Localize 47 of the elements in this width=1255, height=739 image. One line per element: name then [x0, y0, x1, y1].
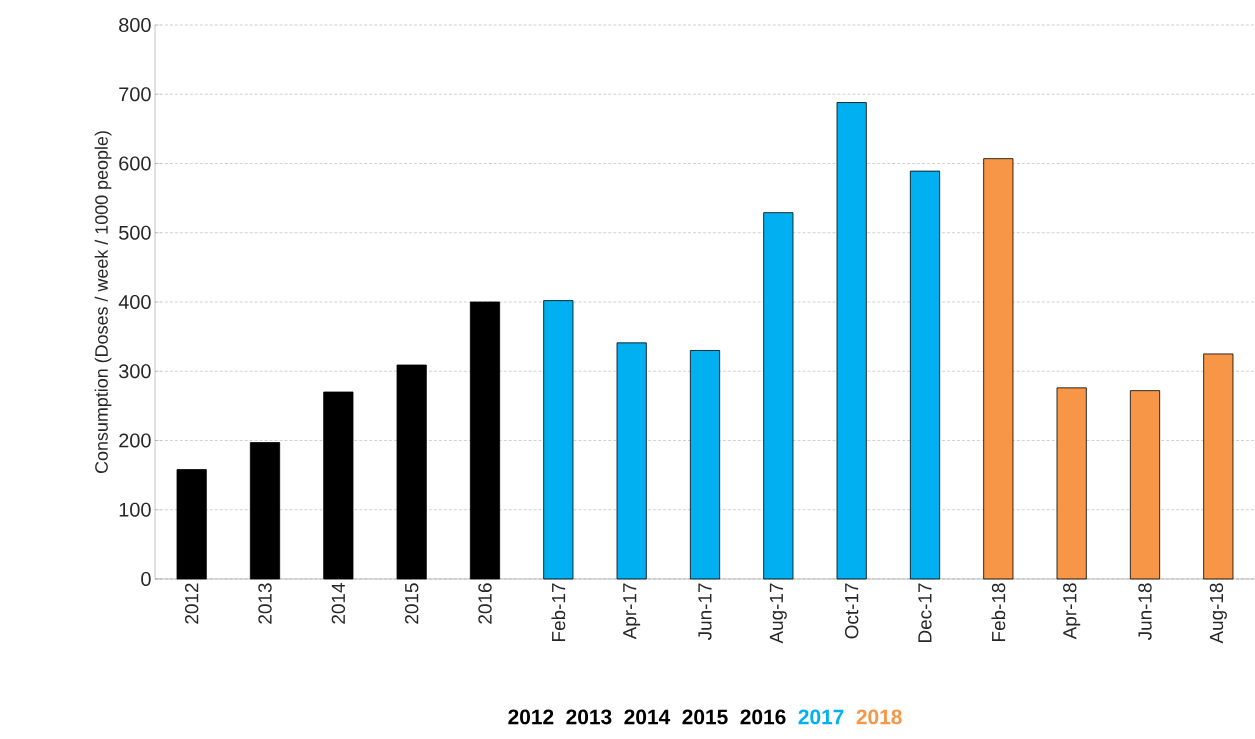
- x-tick-label: 2015: [404, 583, 419, 624]
- y-tick-label: 100: [119, 502, 151, 517]
- x-tick-label: Feb-18: [991, 583, 1006, 641]
- x-tick-label: Jun-18: [1138, 583, 1152, 641]
- x-tick-label: Apr-17: [623, 583, 641, 640]
- x-tick-label: Oct-17: [844, 583, 859, 639]
- y-tick-label: 400: [118, 294, 151, 310]
- text: 2013: [566, 709, 612, 725]
- bar: [176, 469, 207, 580]
- y-tick-label: 700: [119, 87, 151, 102]
- y-tick-label: 200: [119, 433, 151, 448]
- text: 2015: [682, 709, 728, 725]
- y-tick-label: 300: [119, 364, 151, 379]
- text: 2017: [798, 709, 844, 725]
- x-tick-label: Aug-18: [1209, 583, 1227, 644]
- text: 2016: [740, 709, 786, 725]
- bar: [616, 342, 647, 580]
- bar: [1056, 387, 1087, 580]
- y-tick-label: 0: [141, 571, 151, 587]
- x-tick-label: 2013: [258, 583, 272, 624]
- x-tick-label: 2016: [478, 583, 492, 624]
- y-tick-label: 600: [119, 156, 151, 171]
- bar: [689, 350, 721, 580]
- y-tick-label: 800: [119, 17, 151, 33]
- bar: [1203, 353, 1234, 580]
- x-tick-label: Apr-18: [1063, 583, 1081, 640]
- x-tick-label: Dec-17: [918, 583, 932, 642]
- bar: [469, 301, 501, 580]
- x-tick-label: 2014: [331, 583, 346, 624]
- bar: [1129, 390, 1161, 580]
- bar: [249, 442, 281, 580]
- bar: [836, 102, 867, 580]
- bar: [983, 158, 1014, 580]
- x-tick-label: 2012: [184, 583, 199, 624]
- text: 2012: [508, 709, 554, 725]
- bar: [396, 364, 427, 580]
- text: 2018: [856, 709, 902, 725]
- bar: [543, 300, 574, 580]
- x-tick-label: Jun-17: [698, 583, 712, 641]
- bar: [763, 212, 794, 580]
- bar: [909, 170, 941, 580]
- bar: [323, 391, 354, 580]
- x-tick-label: Aug-17: [769, 583, 787, 644]
- text: 2014: [624, 709, 671, 725]
- y-axis-title: Consumption (Doses / week / 1000 people): [94, 131, 112, 474]
- y-tick-label: 500: [119, 225, 151, 240]
- x-tick-label: Feb-17: [551, 583, 566, 641]
